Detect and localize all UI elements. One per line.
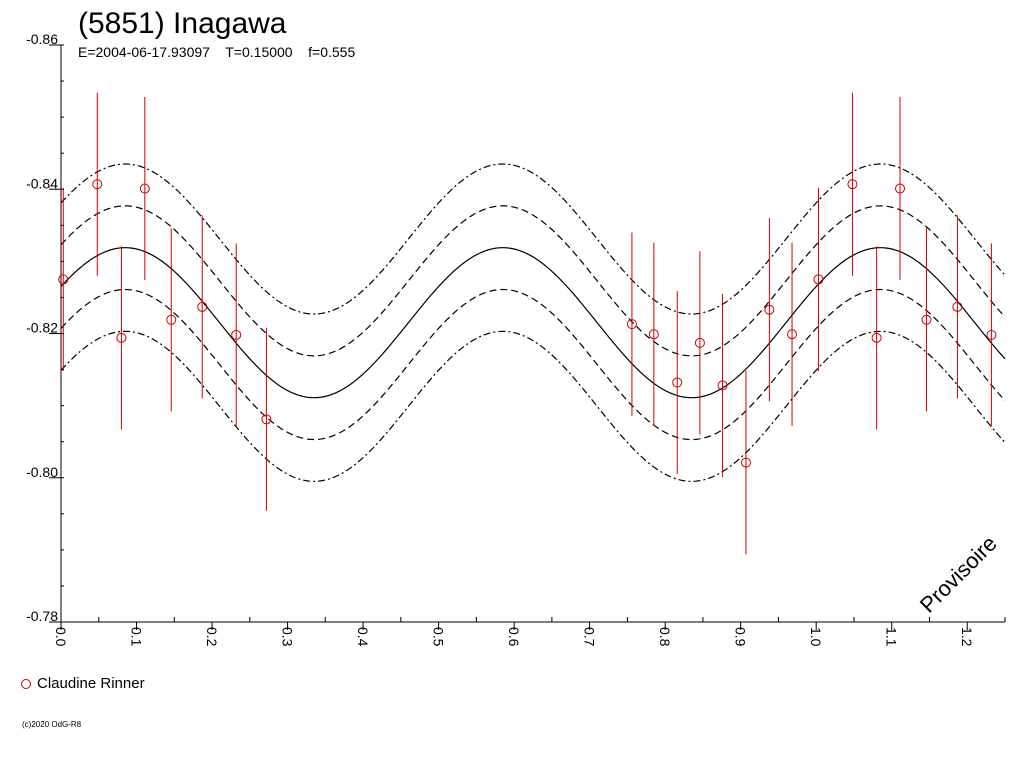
watermark-text: Provisoire [915, 531, 1002, 618]
fit-curve-mean [60, 247, 1006, 399]
data-point [672, 377, 683, 388]
data-point [648, 329, 659, 340]
data-point [139, 183, 150, 194]
axes: -0.86 -0.84 -0.82 -0.80 -0.78 0.0 0.1 0.2 0.3 0.4… [26, 31, 1006, 647]
y-tick-label: -0.86 [26, 31, 58, 47]
legend: Claudine Rinner [21, 675, 145, 692]
legend-marker [21, 679, 31, 689]
x-tick-label: 0.8 [657, 627, 673, 647]
x-tick-label: 0.0 [53, 627, 69, 647]
data-point [871, 332, 882, 343]
x-tick-label: 0.6 [506, 627, 522, 647]
x-tick-label: 0.3 [280, 627, 296, 647]
data-points [58, 92, 997, 555]
data-point [740, 457, 751, 468]
data-point [626, 319, 637, 330]
x-tick-label: 1.2 [959, 627, 975, 647]
x-tick-label: 1.1 [884, 627, 900, 647]
data-point [261, 414, 272, 425]
data-point [986, 329, 997, 340]
fit-curve-upper-1 [60, 205, 1006, 357]
y-tick-label: -0.80 [26, 464, 58, 480]
chart-title: (5851) Inagawa [78, 7, 287, 40]
fit-curve-upper-2 [60, 163, 1006, 315]
x-tick-label: 1.0 [808, 627, 824, 647]
fit-curves [60, 163, 1006, 482]
data-point [847, 179, 858, 190]
copyright-text: (c)2020 OdG-R8 [22, 720, 82, 729]
data-point [58, 274, 69, 285]
x-tick-label: 0.4 [355, 627, 371, 647]
data-point [921, 314, 932, 325]
data-point [116, 332, 127, 343]
data-point [717, 380, 728, 391]
x-tick-label: 0.2 [204, 627, 220, 647]
chart-subtitle: E=2004-06-17.93097 T=0.15000 f=0.555 [78, 44, 355, 60]
data-point [787, 329, 798, 340]
data-point [895, 183, 906, 194]
data-point [694, 337, 705, 348]
x-tick-label: 0.5 [431, 627, 447, 647]
legend-label: Claudine Rinner [37, 675, 145, 692]
data-point [231, 329, 242, 340]
data-point [764, 304, 775, 315]
x-tick-label: 0.7 [582, 627, 598, 647]
x-tick-label: 0.9 [733, 627, 749, 647]
y-tick-label: -0.78 [26, 608, 58, 624]
data-point [813, 274, 824, 285]
fit-curve-lower-2 [60, 330, 1006, 482]
y-tick-label: -0.82 [26, 320, 58, 336]
fit-curve-lower-1 [60, 288, 1006, 441]
x-tick-label: 0.1 [129, 627, 145, 647]
data-point [166, 314, 177, 325]
data-point [197, 301, 208, 312]
data-point [952, 301, 963, 312]
y-tick-label: -0.84 [26, 175, 58, 191]
data-point [92, 179, 103, 190]
